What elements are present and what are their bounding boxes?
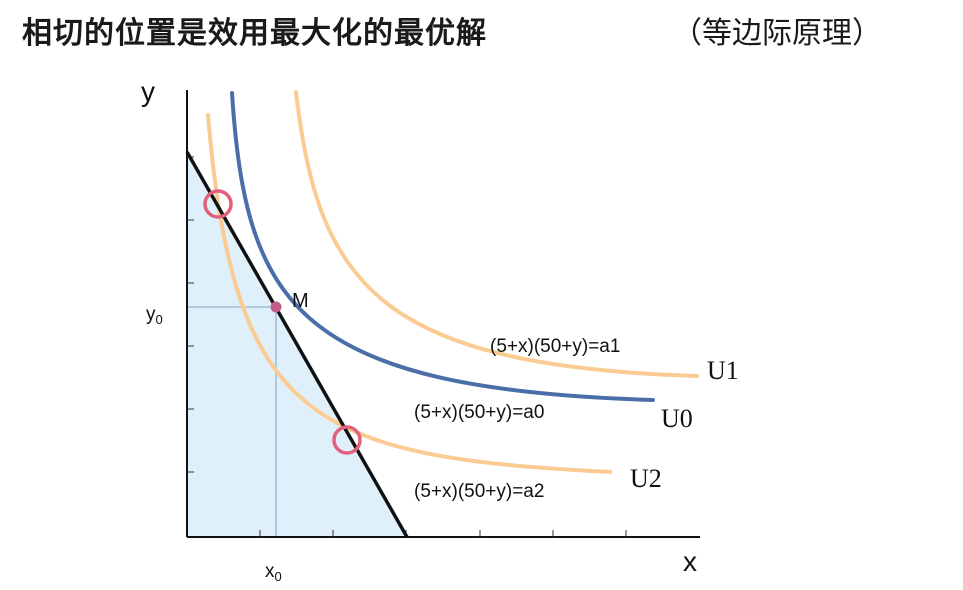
x-axis-ticks — [259, 530, 627, 537]
y-axis-label: y — [141, 76, 155, 107]
curve-label-u1: U1 — [707, 356, 739, 385]
equation-u0: (5+x)(50+y)=a0 — [414, 402, 544, 423]
indifference-curve-u1 — [294, 90, 699, 378]
tangent-point-m — [270, 301, 282, 313]
curve-label-u2: U2 — [630, 464, 662, 493]
intersection-circle-upper — [203, 189, 233, 219]
y0-label-main: y — [146, 304, 156, 325]
x-axis-label: x — [683, 546, 697, 577]
indifference-curve-u0 — [230, 91, 655, 402]
point-m-label: M — [292, 290, 309, 312]
indifference-curve-u2 — [206, 113, 612, 474]
x0-label-sub: 0 — [275, 569, 282, 584]
page-subtitle: （等边际原理） — [672, 16, 882, 51]
y0-label-sub: 0 — [156, 312, 163, 327]
y0-label: y0 — [146, 304, 163, 327]
x0-label: x0 — [265, 561, 282, 584]
page-title: 相切的位置是效用最大化的最优解 — [22, 16, 487, 51]
intersection-circle-lower — [332, 425, 362, 455]
equation-u1: (5+x)(50+y)=a1 — [490, 336, 620, 357]
x0-label-main: x — [265, 561, 275, 582]
curve-label-u0: U0 — [661, 404, 693, 433]
equation-u2: (5+x)(50+y)=a2 — [414, 481, 544, 502]
